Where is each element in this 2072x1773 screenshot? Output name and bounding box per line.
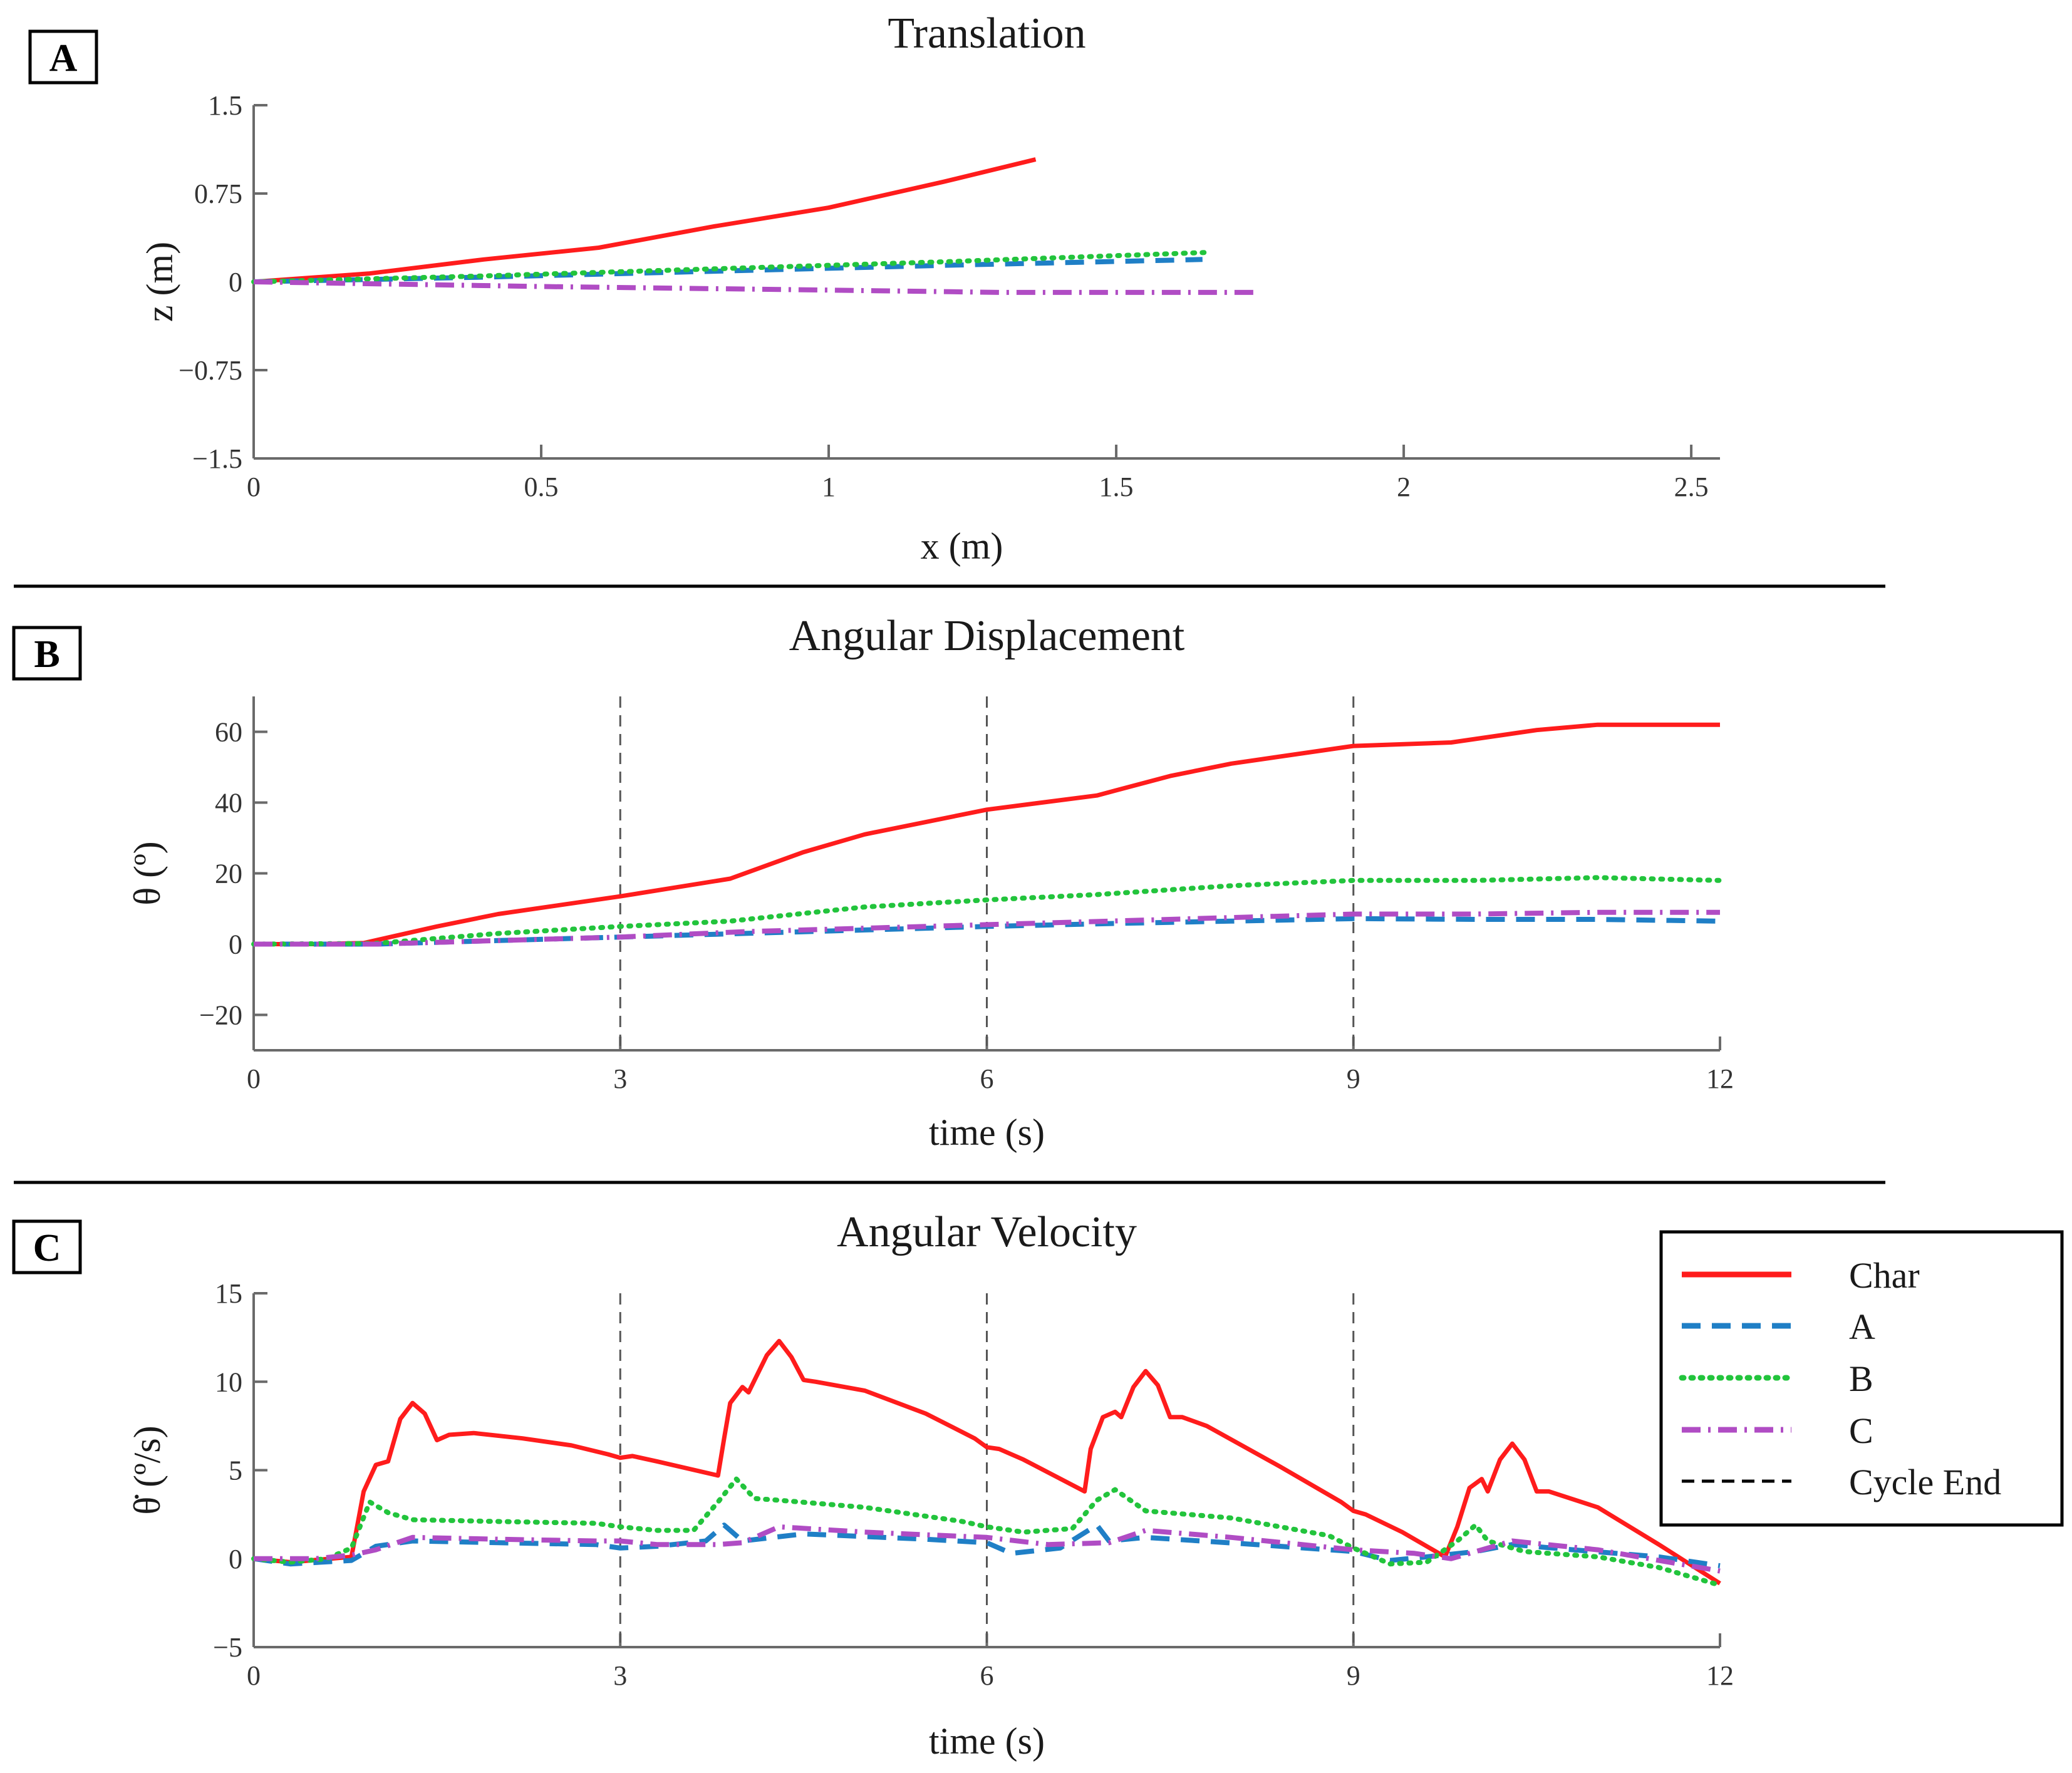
y-tick-label: 0: [229, 929, 242, 960]
series-line-a: [253, 1522, 1721, 1569]
legend-label-char: Char: [1849, 1255, 1920, 1296]
x-tick-label: 2.5: [1674, 472, 1709, 502]
series-line-char: [253, 157, 1037, 284]
x-tick-label: 1: [822, 472, 836, 502]
y-axis-label: z (m): [139, 242, 180, 322]
chart-translation: −1.5 −0.75 0 0.75 1.5 0 0.5 1 1.5 2 2.5 Translation…: [139, 9, 1720, 567]
x-tick-label: 2: [1397, 472, 1411, 502]
x-tick-label: 3: [613, 1063, 627, 1094]
y-tick-label: −0.75: [179, 355, 242, 386]
y-tick-label: −5: [213, 1632, 242, 1663]
legend-label-c: C: [1849, 1410, 1873, 1451]
x-tick-label: 3: [613, 1660, 627, 1691]
legend: Char A B C Cycle End: [1659, 1230, 2064, 1527]
x-axis-label: time (s): [929, 1720, 1045, 1762]
panel-label-b: B: [12, 626, 82, 681]
x-tick-label: 0.5: [524, 472, 559, 502]
series-line-c: [254, 1524, 1721, 1574]
chart-angular-displacement: −20 0 20 40 60 0 3 6 9 12 Angular Displacement time…: [127, 612, 1734, 1153]
svg-text:B: B: [34, 633, 60, 676]
series-line-c: [253, 279, 1255, 295]
legend-label-cycle-end: Cycle End: [1849, 1462, 2001, 1502]
y-tick-label: 15: [215, 1278, 242, 1309]
x-tick-label: 9: [1347, 1063, 1360, 1094]
y-tick-label: 1.5: [208, 90, 242, 121]
y-tick-label: 60: [215, 717, 242, 748]
y-tick-label: 40: [215, 788, 242, 819]
series-line-char: [254, 722, 1720, 946]
y-axis-label: θ (º): [127, 841, 168, 905]
y-tick-label: 5: [229, 1455, 242, 1486]
series-line-b: [251, 875, 1722, 947]
y-tick-label: 20: [215, 859, 242, 889]
x-tick-label: 1.5: [1099, 472, 1134, 502]
x-tick-label: 6: [980, 1660, 994, 1691]
series-line-char: [253, 1338, 1721, 1586]
x-tick-label: 6: [980, 1063, 994, 1094]
y-tick-label: 0: [229, 267, 242, 297]
series-line-b: [251, 250, 1211, 284]
svg-text:C: C: [33, 1227, 61, 1269]
series-line-b: [251, 1476, 1722, 1588]
series-line-c: [254, 909, 1720, 947]
legend-label-a: A: [1849, 1306, 1875, 1347]
svg-text:A: A: [49, 37, 78, 80]
y-tick-label: −1.5: [192, 443, 242, 474]
y-tick-label: −20: [199, 1000, 242, 1031]
x-tick-label: 0: [247, 1660, 261, 1691]
legend-label-b: B: [1849, 1358, 1873, 1399]
x-tick-label: 0: [247, 1063, 261, 1094]
x-tick-label: 9: [1347, 1660, 1360, 1691]
chart-title: Angular Velocity: [837, 1208, 1137, 1256]
x-axis-label: time (s): [929, 1112, 1045, 1153]
chart-title: Angular Displacement: [789, 612, 1185, 660]
panel-label-c: C: [12, 1219, 82, 1274]
y-tick-label: 0: [229, 1544, 242, 1574]
y-tick-label: 0.75: [194, 178, 242, 209]
chart-title: Translation: [888, 9, 1085, 58]
y-axis-label: θ̇ (º/s): [127, 1425, 168, 1514]
x-tick-label: 0: [247, 472, 261, 502]
panel-label-a: A: [28, 29, 98, 85]
x-axis-label: x (m): [921, 525, 1003, 567]
x-tick-label: 12: [1706, 1660, 1734, 1691]
x-tick-label: 12: [1706, 1063, 1734, 1094]
y-tick-label: 10: [215, 1367, 242, 1397]
